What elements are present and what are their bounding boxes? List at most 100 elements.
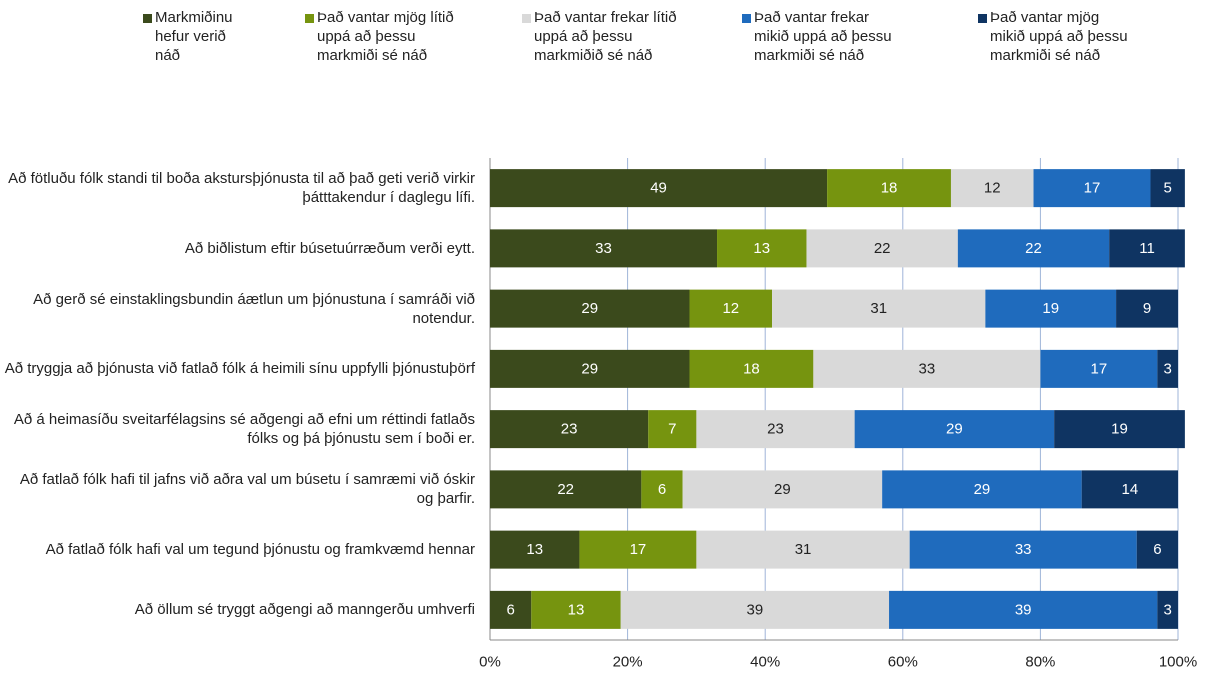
x-tick-label: 80% [1025,654,1055,671]
data-label: 3 [1164,360,1172,377]
bar-segment [490,410,649,449]
data-label: 6 [658,481,666,498]
data-label: 29 [774,481,791,498]
x-tick-label: 0% [479,654,501,671]
data-label: 6 [1153,541,1161,558]
data-label: 13 [526,541,543,558]
bar-segment [490,289,690,328]
data-label: 9 [1143,300,1151,317]
legend-label: Það vantar mjög mikið uppá að þessu mark… [990,9,1128,64]
bar-segment [889,590,1158,629]
data-label: 23 [767,421,784,438]
data-label: 17 [1091,360,1108,377]
data-label: 29 [581,300,598,317]
bar-segment [620,590,890,629]
data-label: 31 [795,541,812,558]
data-label: 13 [568,601,585,618]
legend-swatch [305,14,314,23]
legend-label: Markmiðinu hefur verið náð [155,9,233,64]
bar-segment [1116,289,1178,328]
bar-segment [531,590,621,629]
category-label: Að fötluðu fólk standi til boða akstursþ… [8,170,475,207]
x-tick-label: 100% [1159,654,1197,671]
data-label: 6 [506,601,514,618]
data-label: 39 [747,601,764,618]
bar-segment [689,289,773,328]
bar-segment [490,229,718,268]
bar-segment [648,410,697,449]
category-label: Að tryggja að þjónusta við fatlað fólk á… [4,360,475,378]
data-label: 19 [1111,421,1128,438]
bar-segment [490,349,690,388]
bar-segment [882,470,1082,509]
data-label: 13 [753,240,770,257]
data-label: 22 [557,481,574,498]
legend-label: Það vantar frekar lítið uppá að þessu ma… [534,9,677,64]
data-label: 12 [984,180,1001,197]
bar-segment [696,530,910,569]
data-label: 31 [870,300,887,317]
bar-segment [641,470,683,509]
data-label: 7 [668,421,676,438]
bar-segment [1033,169,1151,208]
bar-segment [827,169,951,208]
category-label: Að fatlað fólk hafi val um tegund þjónus… [45,541,475,559]
bar-segment [1150,169,1185,208]
data-label: 39 [1015,601,1032,618]
data-label: 17 [1084,180,1101,197]
bar-segment [490,470,642,509]
x-tick-label: 60% [888,654,918,671]
bar-segment [772,289,986,328]
bar-segment [1109,229,1185,268]
x-tick-label: 20% [613,654,643,671]
bar-segment [854,410,1055,449]
legend-swatch [742,14,751,23]
bar-segment [806,229,958,268]
legend-swatch [143,14,152,23]
bar-segment [490,169,828,208]
data-label: 33 [1015,541,1032,558]
bar-segment [985,289,1117,328]
bar-segment [490,590,532,629]
bar-segment [1157,590,1178,629]
category-label: Að biðlistum eftir búsetuúrræðum verði e… [184,239,475,257]
bar-segment [957,229,1110,268]
bar-segment [1054,410,1185,449]
data-label: 22 [874,240,891,257]
bar-segment [909,530,1137,569]
category-label: Að á heimasíðu sveitarfélagsins sé aðgen… [13,411,475,448]
data-label: 19 [1042,300,1059,317]
category-label: Að öllum sé tryggt aðgengi að manngerðu … [134,601,475,619]
data-label: 17 [630,541,647,558]
data-label: 23 [561,421,578,438]
category-label: Að gerð sé einstaklingsbundin áætlun um … [33,290,475,327]
data-label: 18 [743,360,760,377]
bar-segment [682,470,883,509]
bar-segment [1136,530,1178,569]
x-tick-label: 40% [750,654,780,671]
data-label: 11 [1139,240,1155,257]
data-label: 33 [595,240,612,257]
legend-swatch [522,14,531,23]
bar-segment [1040,349,1158,388]
data-label: 33 [919,360,936,377]
data-label: 3 [1164,601,1172,618]
legend-swatch [978,14,987,23]
data-label: 14 [1121,481,1138,498]
legend-label: Það vantar frekar mikið uppá að þessu ma… [754,9,892,64]
data-label: 29 [974,481,991,498]
data-label: 49 [650,180,667,197]
bar-segment [696,410,855,449]
data-label: 29 [581,360,598,377]
bar-segment [579,530,697,569]
bar-segment [1157,349,1178,388]
data-label: 29 [946,421,963,438]
bar-segment [717,229,807,268]
data-label: 22 [1025,240,1042,257]
bar-segment [689,349,814,388]
bar-segment [1081,470,1178,509]
data-label: 5 [1164,180,1172,197]
bar-segment [813,349,1041,388]
